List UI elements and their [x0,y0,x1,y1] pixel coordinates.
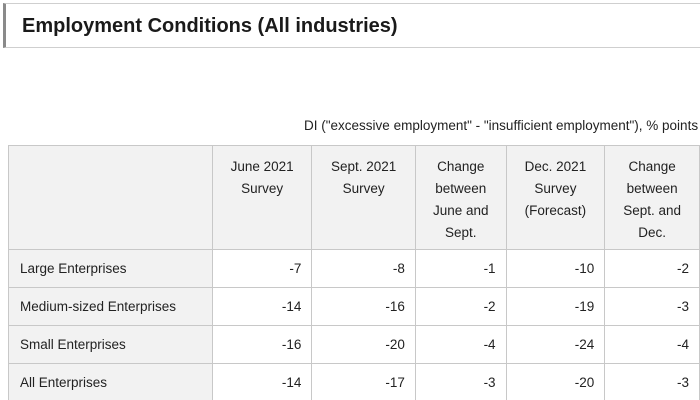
column-header-line: Survey [534,181,577,196]
column-header-line: Change [437,159,485,174]
table-cell: -4 [604,325,700,364]
column-header-line: June 2021 [230,159,294,174]
table-cell: -14 [211,287,313,326]
column-header-line: Survey [241,181,284,196]
column-header-line: June and [432,203,489,218]
column-header-line: Change [628,159,676,174]
column-header-line: Sept. 2021 [330,159,397,174]
table-row: Large Enterprises -7 -8 -1 -10 -2 [8,249,700,288]
table-row: All Enterprises -14 -17 -3 -20 -3 [8,363,700,400]
title-bar: Employment Conditions (All industries) [3,3,700,48]
table-cell: -7 [211,249,313,288]
table-cell: -20 [505,363,606,400]
column-header-line: between [435,181,487,196]
row-label: All Enterprises [8,363,213,400]
column-header-line: Dec. [638,225,667,240]
column-header-line: Survey [342,181,385,196]
table-cell: -2 [604,249,700,288]
column-header-line: Dec. 2021 [524,159,587,174]
table-cell: -16 [211,325,313,364]
table-cell: -3 [414,363,507,400]
table-cell: -1 [414,249,507,288]
table-cell: -4 [414,325,507,364]
column-header: Dec. 2021 Survey (Forecast) [505,145,606,250]
table-row: Medium-sized Enterprises -14 -16 -2 -19 … [8,287,700,326]
table-cell: -16 [311,287,416,326]
row-label: Large Enterprises [8,249,213,288]
column-header: Change between Sept. and Dec. [604,145,700,250]
employment-table: June 2021 Survey Sept. 2021 Survey Chang… [8,145,700,400]
column-header-line: Sept. [444,225,477,240]
table-cell: -2 [414,287,507,326]
table-cell: -14 [211,363,313,400]
table-cell: -20 [311,325,416,364]
column-header: Sept. 2021 Survey [311,145,416,250]
table-corner-cell [8,145,213,250]
table-cell: -19 [505,287,606,326]
column-header: June 2021 Survey [211,145,313,250]
column-header-line: Sept. and [623,203,682,218]
table-cell: -24 [505,325,606,364]
table-unit-note: DI ("excessive employment" - "insufficie… [304,118,699,133]
row-label: Medium-sized Enterprises [8,287,213,326]
column-header: Change between June and Sept. [414,145,507,250]
column-header-line: between [626,181,678,196]
table-cell: -17 [311,363,416,400]
table-cell: -3 [604,287,700,326]
table-row: Small Enterprises -16 -20 -4 -24 -4 [8,325,700,364]
column-header-line: (Forecast) [524,203,587,218]
row-label: Small Enterprises [8,325,213,364]
table-cell: -3 [604,363,700,400]
page-title: Employment Conditions (All industries) [22,15,398,37]
table-cell: -10 [505,249,606,288]
table-cell: -8 [311,249,416,288]
table-header-row: June 2021 Survey Sept. 2021 Survey Chang… [8,145,700,250]
